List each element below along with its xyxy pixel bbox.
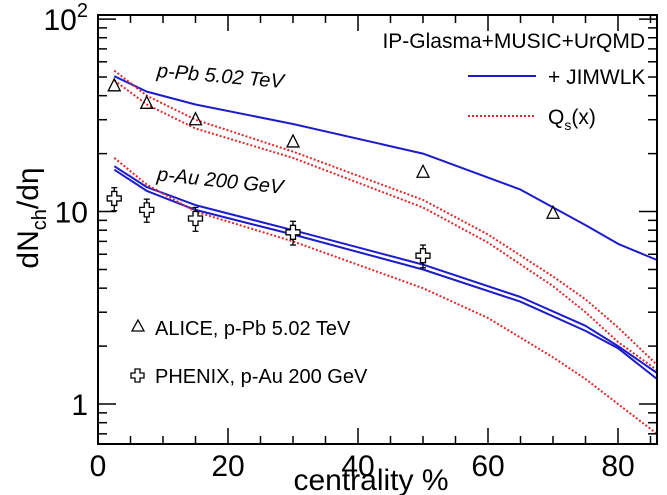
- y-tick-label: 1: [71, 389, 88, 422]
- phenix-point: [187, 210, 204, 227]
- alice-point: [415, 163, 431, 178]
- x-tick-label: 20: [211, 450, 244, 483]
- alice-point: [188, 111, 203, 126]
- x-tick-label: 40: [341, 450, 374, 483]
- jimwlk-curve-1: [113, 168, 658, 380]
- y-tick-label: 102: [44, 0, 89, 37]
- qs-curve-5: [113, 157, 658, 435]
- phenix-point: [106, 190, 122, 207]
- annotations-layer: p-Pb 5.02 TeV p-Au 200 GeV: [155, 60, 286, 199]
- alice-point: [107, 77, 122, 92]
- phenix-point: [415, 248, 431, 264]
- legend-phenix-label: PHENIX, p-Au 200 GeV: [155, 366, 368, 388]
- legend-phenix-marker: [130, 368, 145, 383]
- qs-curve-4: [113, 79, 658, 371]
- ppb-annotation: p-Pb 5.02 TeV: [155, 60, 286, 93]
- x-tick-label: 60: [471, 450, 504, 483]
- legend-alice-label: ALICE, p-Pb 5.02 TeV: [155, 318, 351, 340]
- qs-curve-3: [113, 69, 658, 366]
- legend: + JIMWLK Qs(x): [468, 66, 645, 133]
- data-legend: ALICE, p-Pb 5.02 TeV PHENIX, p-Au 200 Ge…: [130, 318, 368, 388]
- phenix-point: [139, 202, 155, 218]
- jimwlk-curve-2: [113, 165, 658, 374]
- y-tick-label: 10: [55, 197, 88, 230]
- legend-qs-label: Qs(x): [548, 106, 596, 133]
- x-tick-label: 80: [601, 450, 634, 483]
- x-axis-label: centrality %: [293, 464, 448, 495]
- legend-alice-marker: [130, 318, 146, 332]
- model-label: IP-Glasma+MUSIC+UrQMD: [382, 30, 645, 53]
- legend-jimwlk-label: + JIMWLK: [548, 66, 645, 89]
- data-points-layer: [106, 77, 561, 269]
- alice-point: [285, 133, 301, 148]
- phenix-point: [285, 224, 301, 240]
- alice-point: [139, 94, 154, 109]
- y-axis-label: dNch/dη: [12, 167, 51, 268]
- jimwlk-curve-0: [113, 75, 658, 261]
- ticks-layer: 0 20 40 60 80 1 10 102: [44, 0, 657, 483]
- alice-point: [545, 204, 561, 219]
- x-tick-label: 0: [90, 450, 107, 483]
- pau-annotation: p-Au 200 GeV: [155, 163, 286, 198]
